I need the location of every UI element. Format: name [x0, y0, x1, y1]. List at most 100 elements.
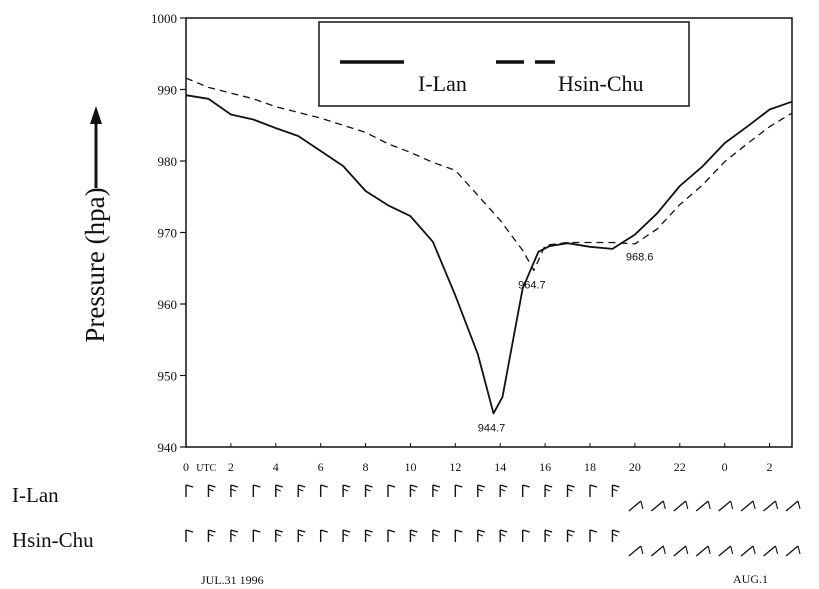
x-axis: 0 UTC 2 4 6 8 10 12 14 16 18 20 22 0 2 — [183, 443, 773, 474]
wind-barb — [650, 545, 666, 557]
annotation-label: 944.7 — [478, 422, 506, 434]
wind-barb — [544, 529, 553, 542]
wind-barb — [432, 484, 441, 497]
x-tick-label: 6 — [318, 460, 324, 474]
legend-label-i-lan: I-Lan — [418, 71, 467, 96]
data-annotations: 944.7 964.7 968.6 — [478, 252, 654, 435]
y-axis-arrow-head — [90, 106, 102, 124]
date-label-end: AUG.1 — [733, 572, 768, 586]
x-tick-label: 0 — [183, 460, 189, 474]
wind-barb — [785, 545, 801, 557]
y-tick-label: 960 — [158, 297, 178, 312]
data-series — [185, 77, 793, 415]
wind-barb — [695, 500, 711, 512]
wind-barb — [275, 484, 283, 497]
y-tick-label: 1000 — [151, 11, 177, 26]
wind-barb — [544, 484, 553, 497]
wind-barb — [207, 529, 216, 542]
wind-barb — [207, 484, 216, 497]
wind-barb — [628, 500, 644, 512]
wind-barb — [454, 484, 463, 497]
y-tick-label: 940 — [158, 440, 178, 455]
legend-label-hsin-chu: Hsin-Chu — [558, 71, 644, 96]
wind-barb — [521, 484, 530, 497]
legend-box — [318, 21, 690, 107]
x-tick-label: 20 — [629, 460, 641, 474]
x-tick-label: 2 — [228, 460, 234, 474]
wind-barb — [740, 500, 756, 512]
wind-barb — [695, 545, 711, 557]
x-tick-label: 0 — [722, 460, 728, 474]
wind-barb — [673, 500, 689, 512]
wind-barb — [454, 529, 463, 542]
wind-row-label-hsin-chu: Hsin-Chu — [12, 528, 94, 552]
x-tick-label: 22 — [674, 460, 686, 474]
wind-barb — [252, 484, 261, 497]
x-tick-label: 2 — [767, 460, 773, 474]
wind-barb — [230, 529, 239, 542]
wind-barb — [387, 484, 396, 497]
wind-barb — [185, 484, 194, 497]
wind-barb — [499, 529, 508, 542]
wind-barb — [319, 484, 328, 497]
y-axis: 940 950 960 970 980 990 1000 — [151, 11, 186, 455]
x-tick-label: 12 — [449, 460, 461, 474]
wind-barb — [230, 484, 239, 497]
wind-barb — [650, 500, 666, 512]
wind-barb — [409, 529, 418, 542]
x-tick-label: 18 — [584, 460, 596, 474]
series-line-hsin-chu — [185, 77, 793, 272]
wind-barb — [185, 529, 194, 542]
x-tick-label: 14 — [494, 460, 506, 474]
y-tick-label: 950 — [158, 369, 178, 384]
wind-barb — [252, 529, 261, 542]
y-tick-label: 990 — [158, 83, 178, 98]
y-tick-label: 970 — [158, 226, 178, 241]
wind-barb — [566, 529, 575, 542]
y-axis-label-group: Pressure (hpa) — [80, 106, 110, 343]
wind-barb — [477, 484, 485, 497]
wind-barb — [387, 529, 396, 542]
wind-barb — [589, 529, 598, 542]
wind-barb — [628, 545, 644, 557]
wind-barb — [342, 484, 351, 497]
y-tick-label: 980 — [158, 154, 178, 169]
wind-barb — [409, 484, 418, 497]
wind-row-label-i-lan: I-Lan — [12, 483, 59, 507]
wind-barb — [566, 484, 575, 497]
wind-barb — [673, 545, 689, 557]
wind-barb — [718, 545, 734, 557]
wind-barbs — [185, 484, 801, 557]
wind-barb — [763, 545, 779, 557]
x-tick-label: 16 — [539, 460, 551, 474]
wind-barb — [611, 529, 620, 542]
wind-barb — [763, 500, 779, 512]
annotation-label: 964.7 — [518, 279, 546, 291]
wind-barb — [785, 500, 801, 512]
series-line-i-lan — [185, 94, 793, 415]
wind-barb — [297, 529, 306, 542]
date-label-start: JUL.31 1996 — [201, 573, 264, 587]
wind-barb — [521, 529, 530, 542]
wind-barb — [740, 545, 756, 557]
annotation-label: 968.6 — [626, 252, 654, 264]
wind-barb — [319, 529, 328, 542]
x-tick-label: UTC — [196, 463, 216, 474]
legend: I-Lan Hsin-Chu — [318, 21, 690, 107]
wind-barb — [432, 529, 441, 542]
wind-barb — [611, 484, 620, 497]
wind-barb — [342, 529, 351, 542]
wind-barb — [297, 484, 306, 497]
wind-barb — [275, 529, 283, 542]
wind-barb — [364, 484, 373, 497]
wind-barb — [589, 484, 598, 497]
wind-barb — [364, 529, 373, 542]
y-axis-label: Pressure (hpa) — [80, 187, 110, 342]
x-tick-label: 10 — [404, 460, 416, 474]
wind-barb — [499, 484, 508, 497]
wind-barb — [718, 500, 734, 512]
wind-barb — [477, 529, 485, 542]
x-tick-label: 4 — [273, 460, 279, 474]
x-tick-label: 8 — [363, 460, 369, 474]
